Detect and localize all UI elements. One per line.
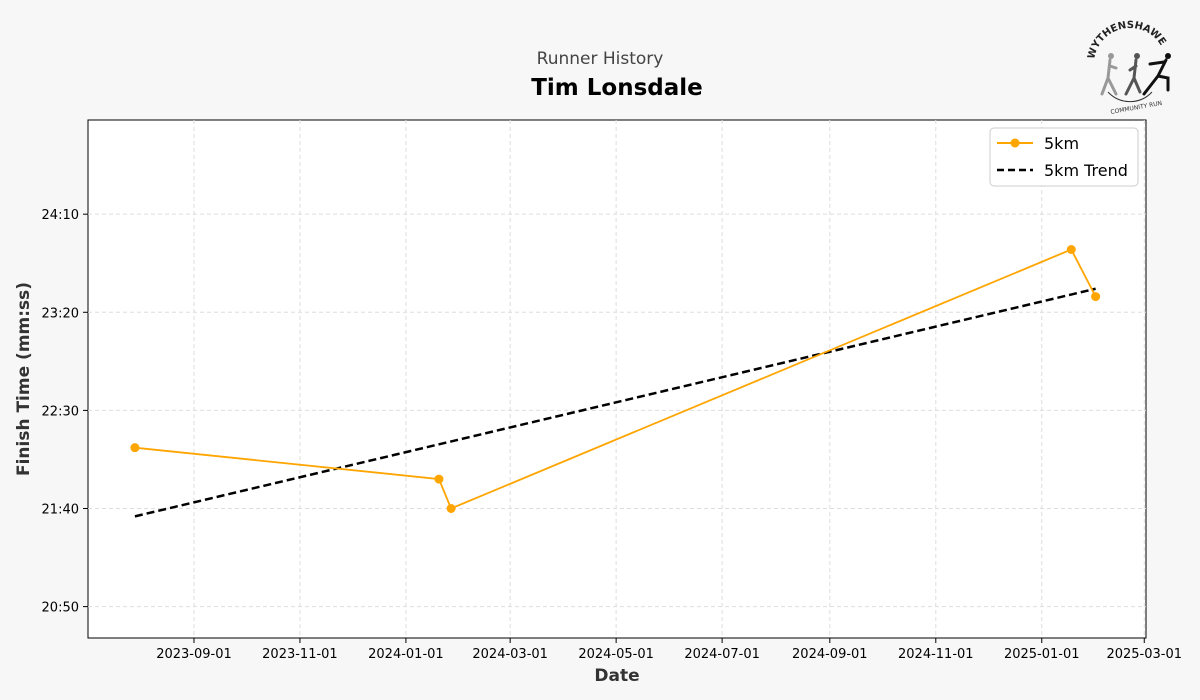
- data-point-5km: [1091, 292, 1101, 302]
- x-axis-label: Date: [594, 666, 639, 686]
- y-tick-label: 22:30: [42, 404, 79, 419]
- data-point-5km: [1066, 245, 1076, 254]
- x-tick-label: 2023-11-01: [262, 647, 338, 662]
- x-tick-label: 2025-01-01: [1004, 647, 1080, 662]
- y-tick-label: 23:20: [42, 306, 79, 321]
- y-axis-label: Finish Time (mm:ss): [14, 282, 34, 476]
- legend-label-trend: 5km Trend: [1044, 161, 1128, 180]
- x-tick-label: 2024-03-01: [472, 647, 548, 662]
- x-tick-label: 2024-07-01: [684, 647, 760, 662]
- x-tick-label: 2023-09-01: [156, 647, 232, 662]
- plot-area: [87, 119, 1147, 639]
- y-tick-label: 24:10: [42, 208, 79, 223]
- legend-marker-5km: [1010, 138, 1020, 148]
- chart-subtitle: Runner History: [537, 49, 664, 69]
- trend-line: [134, 287, 1096, 518]
- data-point-5km: [130, 443, 140, 453]
- logo: WYTHENSHAWE COMMUNITY RUN: [1086, 20, 1171, 116]
- legend: 5km 5km Trend: [989, 127, 1139, 187]
- svg-text:WYTHENSHAWE: WYTHENSHAWE: [1086, 20, 1168, 60]
- legend-label-5km: 5km: [1044, 134, 1079, 153]
- y-tick-label: 21:40: [42, 503, 79, 518]
- chart-title: Tim Lonsdale: [531, 75, 703, 101]
- data-point-5km: [446, 504, 456, 513]
- x-tick-label: 2024-05-01: [578, 647, 654, 662]
- y-tick-label: 20:50: [42, 601, 79, 616]
- x-tick-label: 2024-01-01: [368, 647, 444, 662]
- x-tick-label: 2025-03-01: [1106, 647, 1182, 662]
- x-tick-label: 2024-09-01: [792, 647, 868, 662]
- data-point-5km: [434, 474, 444, 484]
- x-tick-label: 2024-11-01: [898, 647, 974, 662]
- svg-text:COMMUNITY RUN: COMMUNITY RUN: [1110, 100, 1163, 116]
